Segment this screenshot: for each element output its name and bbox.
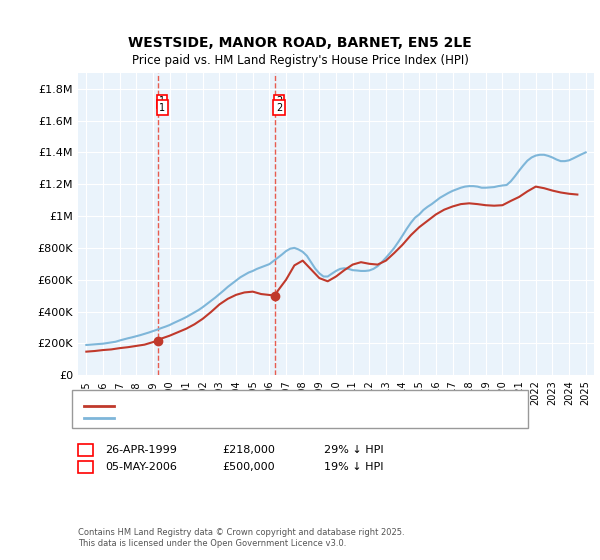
Text: 2: 2 — [276, 103, 282, 113]
Text: WESTSIDE, MANOR ROAD, BARNET, EN5 2LE: WESTSIDE, MANOR ROAD, BARNET, EN5 2LE — [128, 36, 472, 50]
Text: Price paid vs. HM Land Registry's House Price Index (HPI): Price paid vs. HM Land Registry's House … — [131, 54, 469, 67]
Text: HPI: Average price, detached house, Barnet: HPI: Average price, detached house, Barn… — [120, 413, 348, 423]
Text: £500,000: £500,000 — [222, 462, 275, 472]
Text: 1: 1 — [159, 103, 165, 113]
Text: £218,000: £218,000 — [222, 445, 275, 455]
Text: 05-MAY-2006: 05-MAY-2006 — [105, 462, 177, 472]
Text: 19% ↓ HPI: 19% ↓ HPI — [324, 462, 383, 472]
Text: Contains HM Land Registry data © Crown copyright and database right 2025.
This d: Contains HM Land Registry data © Crown c… — [78, 528, 404, 548]
Text: 1: 1 — [159, 96, 165, 106]
Text: 2: 2 — [276, 96, 282, 106]
Text: 26-APR-1999: 26-APR-1999 — [105, 445, 177, 455]
Text: 2: 2 — [82, 462, 89, 472]
Text: WESTSIDE, MANOR ROAD, BARNET, EN5 2LE (detached house): WESTSIDE, MANOR ROAD, BARNET, EN5 2LE (d… — [120, 401, 446, 411]
Text: 1: 1 — [82, 445, 89, 455]
Text: 29% ↓ HPI: 29% ↓ HPI — [324, 445, 383, 455]
